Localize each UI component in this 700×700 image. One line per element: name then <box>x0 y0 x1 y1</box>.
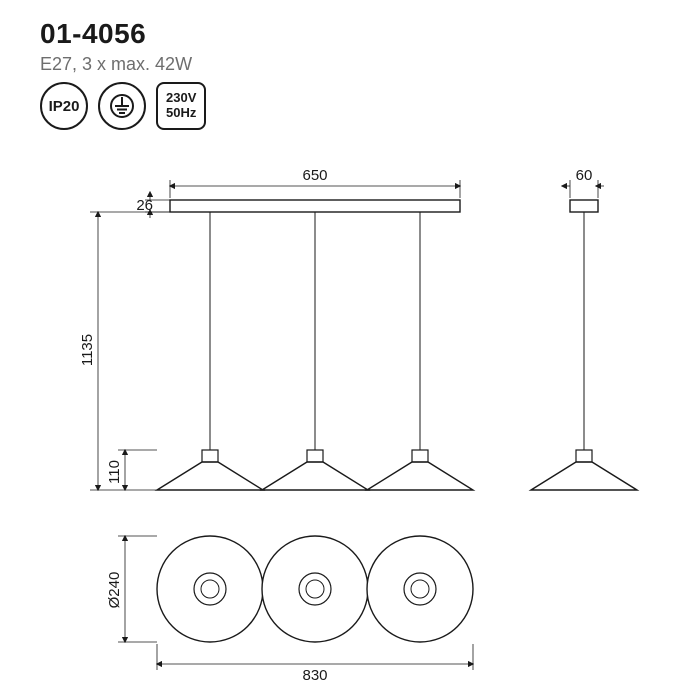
bottom-view: Ø240 830 <box>106 536 473 684</box>
badges-row: IP20 230V 50Hz <box>40 82 206 130</box>
front-view: 650 26 1135 110 <box>79 167 473 490</box>
dim-drop: 1135 <box>79 334 96 366</box>
ip-rating-badge: IP20 <box>40 82 88 130</box>
technical-drawing: 650 26 1135 110 60 <box>0 150 700 700</box>
dim-canopy-height: 26 <box>136 197 153 214</box>
dim-side-width: 60 <box>576 167 593 184</box>
model-number: 01-4056 <box>40 18 192 50</box>
dim-shade-height: 110 <box>106 460 123 484</box>
voltage-value: 230V <box>166 91 196 106</box>
lamp-spec: E27, 3 x max. 42W <box>40 54 192 75</box>
ground-symbol-badge <box>98 82 146 130</box>
side-view: 60 <box>531 167 637 490</box>
shade-2 <box>262 450 368 490</box>
shade-1 <box>157 450 263 490</box>
voltage-badge: 230V 50Hz <box>156 82 206 130</box>
dim-canopy-width: 650 <box>302 167 327 184</box>
frequency-value: 50Hz <box>166 106 196 121</box>
shade-3 <box>367 450 473 490</box>
dim-overall-width: 830 <box>302 667 327 684</box>
dim-shade-dia: Ø240 <box>106 572 123 609</box>
